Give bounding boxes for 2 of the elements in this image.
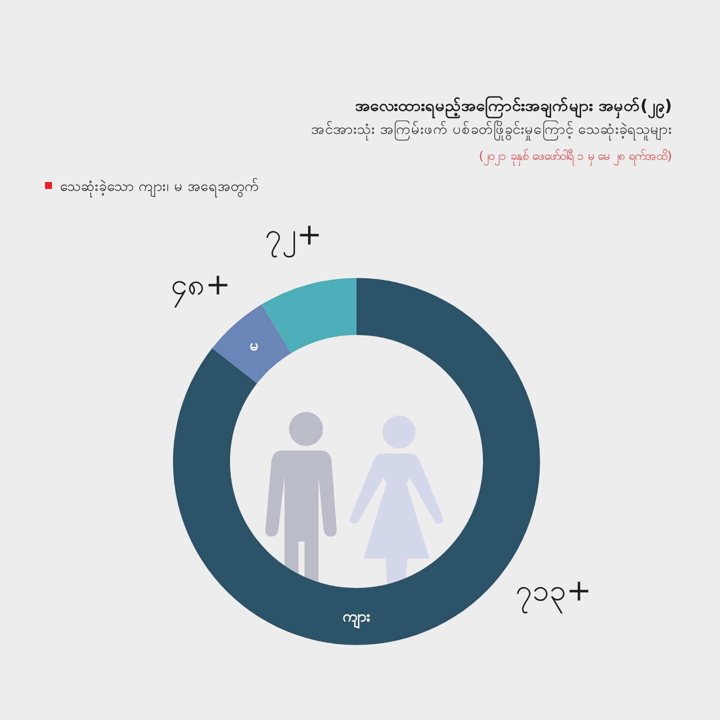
annotation: သေဆုံးခဲ့သော ကျား၊ မ အရေအတွက် (60, 179, 260, 195)
subtitle: အင်အားသုံး အကြမ်းဖက် ပစ်ခတ်ဖြိုခွင်းမှုကြောင့် သေဆုံးခဲ့ရသူများ (311, 122, 672, 138)
